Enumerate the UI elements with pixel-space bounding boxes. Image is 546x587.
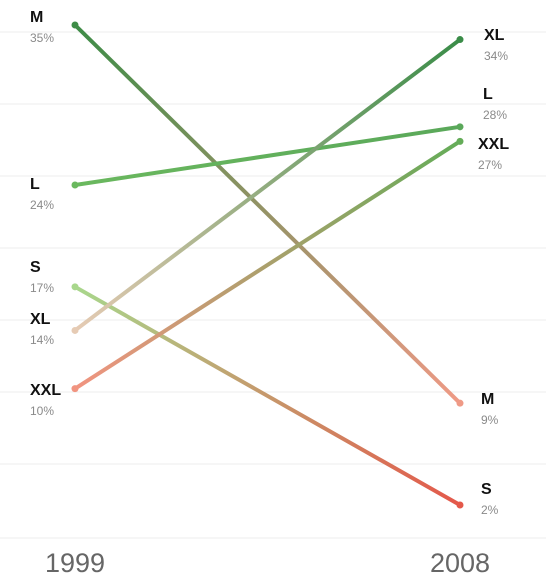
point-m-end (456, 399, 464, 407)
data-label-end-xxl: 27% (478, 158, 502, 172)
series-name-start-m: M (30, 9, 43, 26)
data-label-end-m: 9% (481, 413, 499, 427)
data-label-start-l: 24% (30, 198, 54, 212)
gridlines (0, 31, 546, 539)
data-label-start-s: 17% (30, 281, 54, 295)
series-line-xl (73, 37, 462, 333)
point-xl-start (71, 326, 79, 334)
series-lines (73, 23, 462, 507)
series-name-end-s: S (481, 481, 492, 498)
x-tick-label-start: 1999 (45, 548, 105, 578)
data-label-end-xl: 34% (484, 49, 508, 63)
series-line-l (73, 124, 462, 187)
point-l-end (456, 123, 464, 131)
series-points (71, 21, 464, 509)
series-labels: M 35% M 9% L 24% L 28% S 17% S 2% XL 14% XL 34% XXL 10% XX… (30, 9, 509, 517)
series-name-end-l: L (483, 86, 493, 103)
series-name-end-m: M (481, 391, 494, 408)
series-line-xxl (73, 139, 462, 391)
point-xxl-start (71, 385, 79, 393)
series-line-m (73, 23, 462, 406)
x-axis: 1999 2008 (45, 548, 490, 578)
data-label-end-s: 2% (481, 503, 499, 517)
point-xxl-end (456, 137, 464, 145)
point-m-start (71, 21, 79, 29)
point-s-end (456, 501, 464, 509)
x-tick-label-end: 2008 (430, 548, 490, 578)
point-l-start (71, 181, 79, 189)
series-name-end-xxl: XXL (478, 136, 509, 153)
series-name-end-xl: XL (484, 27, 505, 44)
point-s-start (71, 283, 79, 291)
series-line-s (73, 284, 462, 507)
data-label-start-xl: 14% (30, 333, 54, 347)
data-label-start-xxl: 10% (30, 404, 54, 418)
series-name-start-xxl: XXL (30, 382, 61, 399)
series-name-start-xl: XL (30, 311, 51, 328)
point-xl-end (456, 36, 464, 44)
series-name-start-l: L (30, 176, 40, 193)
series-name-start-s: S (30, 259, 41, 276)
data-label-end-l: 28% (483, 108, 507, 122)
data-label-start-m: 35% (30, 31, 54, 45)
